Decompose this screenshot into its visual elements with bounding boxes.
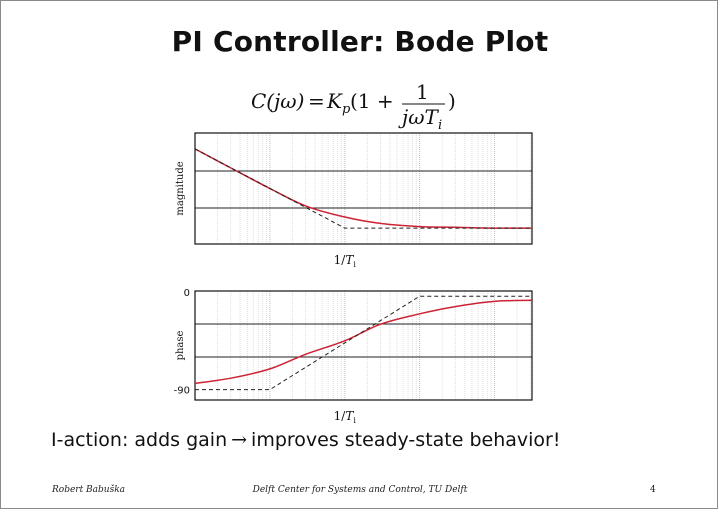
phase-asymptote-line bbox=[195, 295, 532, 391]
plot-frame bbox=[194, 290, 533, 401]
footer-institution: Delft Center for Systems and Control, TU… bbox=[252, 485, 468, 495]
statement: I-action: adds gain → improves steady-stat… bbox=[51, 429, 560, 451]
footer-page-number: 4 bbox=[650, 485, 656, 495]
formula-denominator-sub: i bbox=[438, 118, 442, 131]
footer-author: Robert Babuška bbox=[52, 485, 126, 495]
formula-svg: C(jω) = K p (1 + 1 jωT i ) bbox=[251, 80, 456, 131]
plot-frame bbox=[194, 132, 533, 245]
phase-axis-label: phase bbox=[175, 330, 186, 360]
statement-before-arrow: I-action: adds gain bbox=[51, 429, 228, 451]
pi-formula: C(jω) = K p (1 + 1 jωT i ) bbox=[1, 79, 718, 131]
formula-open: (1 + bbox=[350, 89, 394, 113]
arrow-icon: → bbox=[231, 429, 248, 451]
magnitude-asymptote-line bbox=[194, 148, 532, 229]
statement-after-arrow: improves steady-state behavior! bbox=[251, 429, 561, 451]
formula-gain-sub: p bbox=[342, 102, 351, 117]
formula-close: ) bbox=[448, 89, 456, 113]
phase-actual-curve bbox=[194, 299, 533, 385]
formula-numerator: 1 bbox=[416, 80, 429, 104]
magnitude-axis-label: magnitude bbox=[175, 161, 186, 215]
formula-denominator: jωT bbox=[398, 105, 440, 129]
magnitude-xtick-label: 1/Ti bbox=[334, 253, 357, 269]
formula-gain: K bbox=[326, 89, 343, 113]
magnitude-actual-curve bbox=[194, 148, 533, 229]
formula-equals: = bbox=[308, 89, 325, 113]
phase-ytick-90: -90 bbox=[174, 386, 190, 397]
phase-ytick-0: 0 bbox=[184, 288, 190, 299]
formula-lhs: C(jω) bbox=[251, 89, 304, 113]
phase-xtick-label: 1/Ti bbox=[334, 409, 357, 425]
slide-title: PI Controller: Bode Plot bbox=[171, 25, 549, 58]
